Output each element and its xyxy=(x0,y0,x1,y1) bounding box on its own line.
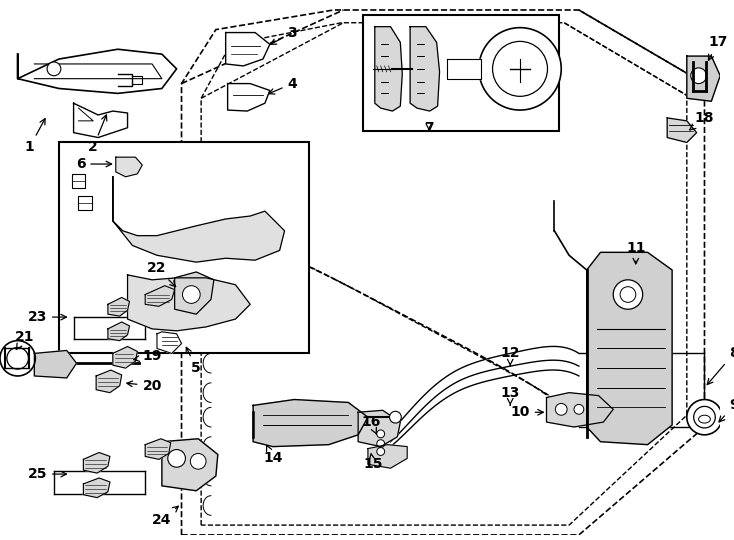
Polygon shape xyxy=(73,103,128,138)
Text: 15: 15 xyxy=(363,454,382,471)
Polygon shape xyxy=(113,347,137,368)
Text: 16: 16 xyxy=(361,415,380,434)
Text: 5: 5 xyxy=(186,347,201,375)
Circle shape xyxy=(377,430,385,438)
Polygon shape xyxy=(108,322,129,341)
Circle shape xyxy=(47,62,61,76)
Circle shape xyxy=(7,348,29,369)
FancyBboxPatch shape xyxy=(59,143,309,353)
Polygon shape xyxy=(84,478,110,498)
Text: 1: 1 xyxy=(24,119,45,154)
Polygon shape xyxy=(108,298,129,316)
Polygon shape xyxy=(253,400,368,447)
Text: 25: 25 xyxy=(28,467,67,481)
Circle shape xyxy=(390,411,401,423)
Polygon shape xyxy=(145,286,175,306)
Polygon shape xyxy=(175,272,214,314)
Circle shape xyxy=(377,440,385,448)
Polygon shape xyxy=(18,49,177,93)
Circle shape xyxy=(493,42,548,96)
Text: 17: 17 xyxy=(708,35,728,60)
Text: 12: 12 xyxy=(501,346,520,366)
Polygon shape xyxy=(375,26,402,111)
Circle shape xyxy=(479,28,562,110)
Polygon shape xyxy=(687,56,720,101)
Polygon shape xyxy=(358,410,400,447)
Polygon shape xyxy=(145,439,171,460)
Polygon shape xyxy=(96,370,122,393)
FancyBboxPatch shape xyxy=(363,15,559,131)
Text: 11: 11 xyxy=(626,241,645,264)
Polygon shape xyxy=(116,157,142,177)
Ellipse shape xyxy=(699,415,711,423)
Polygon shape xyxy=(128,275,250,331)
Text: 9: 9 xyxy=(719,399,734,422)
Polygon shape xyxy=(586,252,672,444)
Text: 18: 18 xyxy=(690,111,714,130)
Polygon shape xyxy=(547,393,613,427)
Polygon shape xyxy=(667,118,697,143)
Circle shape xyxy=(694,407,715,428)
Text: 8: 8 xyxy=(707,346,734,384)
Text: 23: 23 xyxy=(28,310,67,324)
Circle shape xyxy=(168,450,186,467)
Polygon shape xyxy=(448,59,481,79)
Circle shape xyxy=(574,404,584,414)
Text: 3: 3 xyxy=(271,25,297,44)
Text: 10: 10 xyxy=(510,405,543,419)
Text: 4: 4 xyxy=(269,77,297,94)
Polygon shape xyxy=(228,84,270,111)
Circle shape xyxy=(183,286,200,303)
Text: 24: 24 xyxy=(152,506,178,527)
Circle shape xyxy=(190,454,206,469)
Circle shape xyxy=(691,68,706,84)
Text: 19: 19 xyxy=(134,349,161,363)
Text: 2: 2 xyxy=(88,115,107,154)
Polygon shape xyxy=(84,453,110,473)
Text: 20: 20 xyxy=(127,379,161,393)
Polygon shape xyxy=(162,439,218,491)
Polygon shape xyxy=(113,177,285,262)
Circle shape xyxy=(613,280,643,309)
Polygon shape xyxy=(410,26,440,111)
Text: 7: 7 xyxy=(424,121,434,135)
Circle shape xyxy=(0,341,35,376)
Polygon shape xyxy=(34,350,76,378)
Text: 13: 13 xyxy=(501,386,520,405)
Polygon shape xyxy=(225,32,270,66)
Circle shape xyxy=(377,448,385,455)
Text: 6: 6 xyxy=(76,157,112,171)
Text: 22: 22 xyxy=(148,261,175,287)
Circle shape xyxy=(620,287,636,302)
Polygon shape xyxy=(368,444,407,468)
Circle shape xyxy=(556,403,567,415)
Text: 14: 14 xyxy=(263,446,283,465)
Circle shape xyxy=(687,400,722,435)
Bar xyxy=(72,174,85,187)
Bar xyxy=(79,197,92,210)
Polygon shape xyxy=(157,332,181,353)
Text: 21: 21 xyxy=(15,330,34,349)
